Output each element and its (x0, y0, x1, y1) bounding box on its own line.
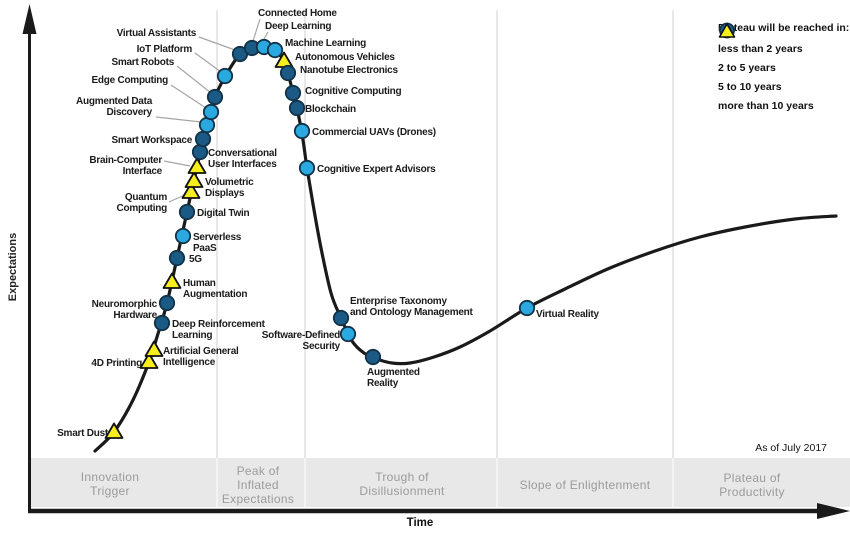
deep-learning-label: Deep Learning (265, 21, 331, 32)
volumetric-displays-label: Volumetric Displays (205, 177, 254, 199)
deep-learning-leader-line (263, 31, 269, 40)
software-defined-security-marker (339, 325, 357, 343)
software-defined-security-label: Software-Defined Security (262, 330, 341, 352)
legend-title: Plateau will be reached in: (718, 22, 850, 34)
digital-twin-label: Digital Twin (197, 208, 250, 219)
cognitive-expert-advisors-label: Cognitive Expert Advisors (317, 164, 436, 175)
legend-item-5-to-10-years: 5 to 10 years (718, 22, 849, 96)
blockchain-label: Blockchain (305, 104, 356, 115)
phase-label-plateau-of-productivity: Plateau of Productivity (719, 471, 785, 499)
legend-item-2-to-5-years: 2 to 5 years (718, 22, 849, 77)
phase-label-slope-of-enlightenment: Slope of Enlightenment (520, 478, 651, 492)
edge-computing-marker (202, 103, 220, 121)
x-axis-label: Time (406, 517, 434, 529)
blockchain-marker (288, 99, 306, 117)
augmented-data-discovery-leader-line (155, 116, 202, 123)
conversational-user-interfaces-marker (191, 143, 209, 161)
legend-item-label: less than 2 years (718, 42, 803, 55)
iot-platform-leader-line (194, 52, 222, 73)
legend: Plateau will be reached in: less than 2 … (718, 22, 849, 115)
phase-band (31, 458, 850, 507)
virtual-reality-marker (518, 299, 536, 317)
smart-workspace-marker (194, 130, 212, 148)
phase-label-peak-of-inflated-expectations: Peak of Inflated Expectations (222, 464, 294, 506)
human-augmentation-marker (162, 272, 182, 289)
y-axis-label: Expectations (7, 232, 19, 302)
smart-dust-label: Smart Dust (57, 428, 109, 439)
deep-reinforcement-learning-label: Deep Reinforcement Learning (172, 319, 266, 341)
human-augmentation-label: Human Augmentation (183, 278, 247, 300)
edge-computing-leader-line (170, 84, 207, 109)
enterprise-taxonomy-and-ontology-management-label: Enterprise Taxonomy and Ontology Manageme… (350, 296, 474, 318)
cognitive-expert-advisors-marker (298, 159, 316, 177)
connected-home-leader-line (252, 18, 261, 42)
edge-computing-label: Edge Computing (92, 75, 169, 86)
augmented-data-discovery-label: Augmented Data Discovery (76, 96, 153, 118)
quantum-computing-label: Quantum Computing (116, 192, 167, 214)
machine-learning-label: Machine Learning (285, 38, 366, 49)
machine-learning-marker (266, 41, 284, 59)
nanotube-electronics-marker (279, 64, 297, 82)
quantum-computing-marker (181, 182, 201, 199)
artificial-general-intelligence-marker (144, 340, 164, 357)
serverless-paas-label: Serverless PaaS (193, 232, 242, 254)
deep-reinforcement-learning-marker (153, 314, 171, 332)
legend-item-label: 5 to 10 years (718, 80, 782, 93)
virtual-assistants-leader-line (198, 36, 236, 51)
nanotube-electronics-label: Nanotube Electronics (300, 65, 398, 76)
legend-item-label: more than 10 years (718, 99, 814, 112)
virtual-reality-label: Virtual Reality (536, 309, 599, 320)
brain-computer-interface-label: Brain-Computer Interface (89, 155, 162, 177)
serverless-paas-marker (174, 227, 192, 245)
brain-computer-interface-marker (187, 157, 207, 174)
5g-marker (168, 249, 186, 267)
volumetric-displays-marker (184, 171, 204, 188)
enterprise-taxonomy-and-ontology-management-marker (332, 309, 350, 327)
commercial-uavs-drones-marker (293, 122, 311, 140)
as-of-date: As of July 2017 (755, 442, 827, 454)
digital-twin-marker (178, 203, 196, 221)
phase-label-innovation-trigger: Innovation Trigger (81, 470, 139, 498)
triangle-marker-icon (718, 23, 736, 38)
legend-item-less-than-2-years: less than 2 years (718, 22, 849, 58)
neuromorphic-hardware-label: Neuromorphic Hardware (92, 299, 158, 321)
smart-robots-leader-line (176, 65, 212, 94)
augmented-reality-marker (364, 348, 382, 366)
y-axis-arrow-icon (22, 4, 37, 34)
x-axis-arrow-icon (817, 503, 850, 519)
virtual-assistants-label: Virtual Assistants (117, 28, 197, 39)
neuromorphic-hardware-marker (158, 294, 176, 312)
phase-label-trough-of-disillusionment: Trough of Disillusionment (359, 470, 445, 498)
5g-label: 5G (189, 254, 202, 265)
cognitive-computing-marker (284, 84, 302, 102)
4d-printing-label: 4D Printing (91, 358, 142, 369)
legend-item-label: 2 to 5 years (718, 61, 776, 74)
iot-platform-label: IoT Platform (137, 44, 193, 55)
legend-items: less than 2 years 2 to 5 years 5 to 10 yea… (718, 22, 849, 115)
iot-platform-marker (216, 67, 234, 85)
smart-workspace-label: Smart Workspace (111, 135, 192, 146)
4d-printing-marker (139, 352, 159, 369)
cognitive-computing-label: Cognitive Computing (305, 86, 401, 97)
legend-item-more-than-10-years: more than 10 years (718, 23, 849, 115)
autonomous-vehicles-label: Autonomous Vehicles (295, 52, 395, 63)
smart-dust-marker (104, 422, 124, 439)
augmented-reality-label: Augmented Reality (367, 367, 420, 389)
connected-home-label: Connected Home (258, 8, 337, 19)
brain-computer-interface-leader-line (163, 160, 191, 167)
commercial-uavs-drones-label: Commercial UAVs (Drones) (312, 127, 436, 138)
smart-robots-label: Smart Robots (111, 57, 174, 68)
conversational-user-interfaces-label: Conversational User Interfaces (208, 148, 277, 170)
artificial-general-intelligence-label: Artificial General Intelligence (163, 346, 239, 368)
smart-robots-marker (206, 88, 224, 106)
